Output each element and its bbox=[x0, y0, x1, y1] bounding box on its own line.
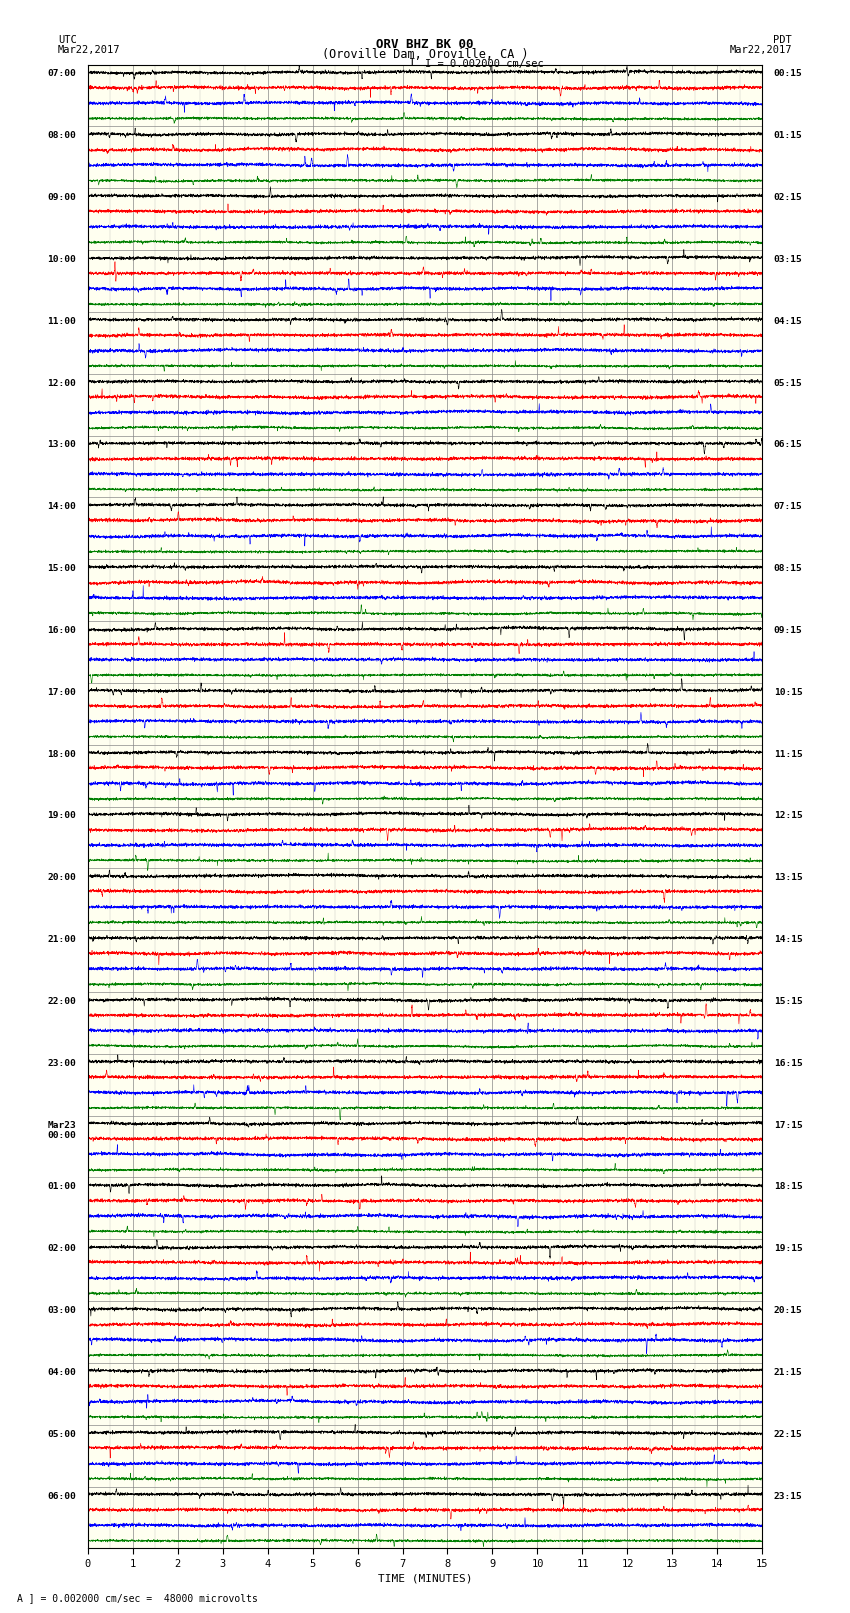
Text: 10:15: 10:15 bbox=[774, 687, 802, 697]
Text: 22:15: 22:15 bbox=[774, 1429, 802, 1439]
Text: 23:15: 23:15 bbox=[774, 1492, 802, 1500]
Text: Mar22,2017: Mar22,2017 bbox=[58, 45, 121, 55]
Text: 17:15: 17:15 bbox=[774, 1121, 802, 1129]
Text: 12:00: 12:00 bbox=[48, 379, 76, 387]
Text: 16:00: 16:00 bbox=[48, 626, 76, 636]
Text: 09:15: 09:15 bbox=[774, 626, 802, 636]
Text: Mar23
00:00: Mar23 00:00 bbox=[48, 1121, 76, 1140]
Text: 03:15: 03:15 bbox=[774, 255, 802, 265]
Text: 04:15: 04:15 bbox=[774, 316, 802, 326]
Text: 18:00: 18:00 bbox=[48, 750, 76, 758]
Text: A ] = 0.002000 cm/sec =  48000 microvolts: A ] = 0.002000 cm/sec = 48000 microvolts bbox=[17, 1594, 258, 1603]
Text: 22:00: 22:00 bbox=[48, 997, 76, 1007]
Text: 01:00: 01:00 bbox=[48, 1182, 76, 1192]
Text: 16:15: 16:15 bbox=[774, 1058, 802, 1068]
Text: 13:15: 13:15 bbox=[774, 873, 802, 882]
Text: 20:00: 20:00 bbox=[48, 873, 76, 882]
Text: 23:00: 23:00 bbox=[48, 1058, 76, 1068]
Text: 20:15: 20:15 bbox=[774, 1307, 802, 1315]
Text: ORV BHZ BK 00: ORV BHZ BK 00 bbox=[377, 37, 473, 52]
Text: 08:00: 08:00 bbox=[48, 131, 76, 140]
Text: 03:00: 03:00 bbox=[48, 1307, 76, 1315]
Text: 14:15: 14:15 bbox=[774, 936, 802, 944]
Text: 19:00: 19:00 bbox=[48, 811, 76, 821]
Text: 02:00: 02:00 bbox=[48, 1244, 76, 1253]
Text: 04:00: 04:00 bbox=[48, 1368, 76, 1378]
Text: 15:15: 15:15 bbox=[774, 997, 802, 1007]
Text: 15:00: 15:00 bbox=[48, 565, 76, 573]
Text: 21:00: 21:00 bbox=[48, 936, 76, 944]
Text: 07:00: 07:00 bbox=[48, 69, 76, 79]
Text: 10:00: 10:00 bbox=[48, 255, 76, 265]
Text: 09:00: 09:00 bbox=[48, 194, 76, 202]
X-axis label: TIME (MINUTES): TIME (MINUTES) bbox=[377, 1573, 473, 1582]
Text: 08:15: 08:15 bbox=[774, 565, 802, 573]
Text: 02:15: 02:15 bbox=[774, 194, 802, 202]
Text: I: I bbox=[409, 58, 416, 68]
Text: UTC: UTC bbox=[58, 35, 76, 45]
Text: 17:00: 17:00 bbox=[48, 687, 76, 697]
Text: 13:00: 13:00 bbox=[48, 440, 76, 450]
Text: I = 0.002000 cm/sec: I = 0.002000 cm/sec bbox=[425, 58, 544, 69]
Text: 11:15: 11:15 bbox=[774, 750, 802, 758]
Text: PDT: PDT bbox=[774, 35, 792, 45]
Text: 06:00: 06:00 bbox=[48, 1492, 76, 1500]
Text: 12:15: 12:15 bbox=[774, 811, 802, 821]
Text: 01:15: 01:15 bbox=[774, 131, 802, 140]
Text: 18:15: 18:15 bbox=[774, 1182, 802, 1192]
Text: (Oroville Dam, Oroville, CA ): (Oroville Dam, Oroville, CA ) bbox=[321, 48, 529, 61]
Text: 05:00: 05:00 bbox=[48, 1429, 76, 1439]
Text: 11:00: 11:00 bbox=[48, 316, 76, 326]
Text: Mar22,2017: Mar22,2017 bbox=[729, 45, 792, 55]
Text: 21:15: 21:15 bbox=[774, 1368, 802, 1378]
Text: 00:15: 00:15 bbox=[774, 69, 802, 79]
Text: 14:00: 14:00 bbox=[48, 502, 76, 511]
Text: 05:15: 05:15 bbox=[774, 379, 802, 387]
Text: 06:15: 06:15 bbox=[774, 440, 802, 450]
Text: 07:15: 07:15 bbox=[774, 502, 802, 511]
Text: 19:15: 19:15 bbox=[774, 1244, 802, 1253]
